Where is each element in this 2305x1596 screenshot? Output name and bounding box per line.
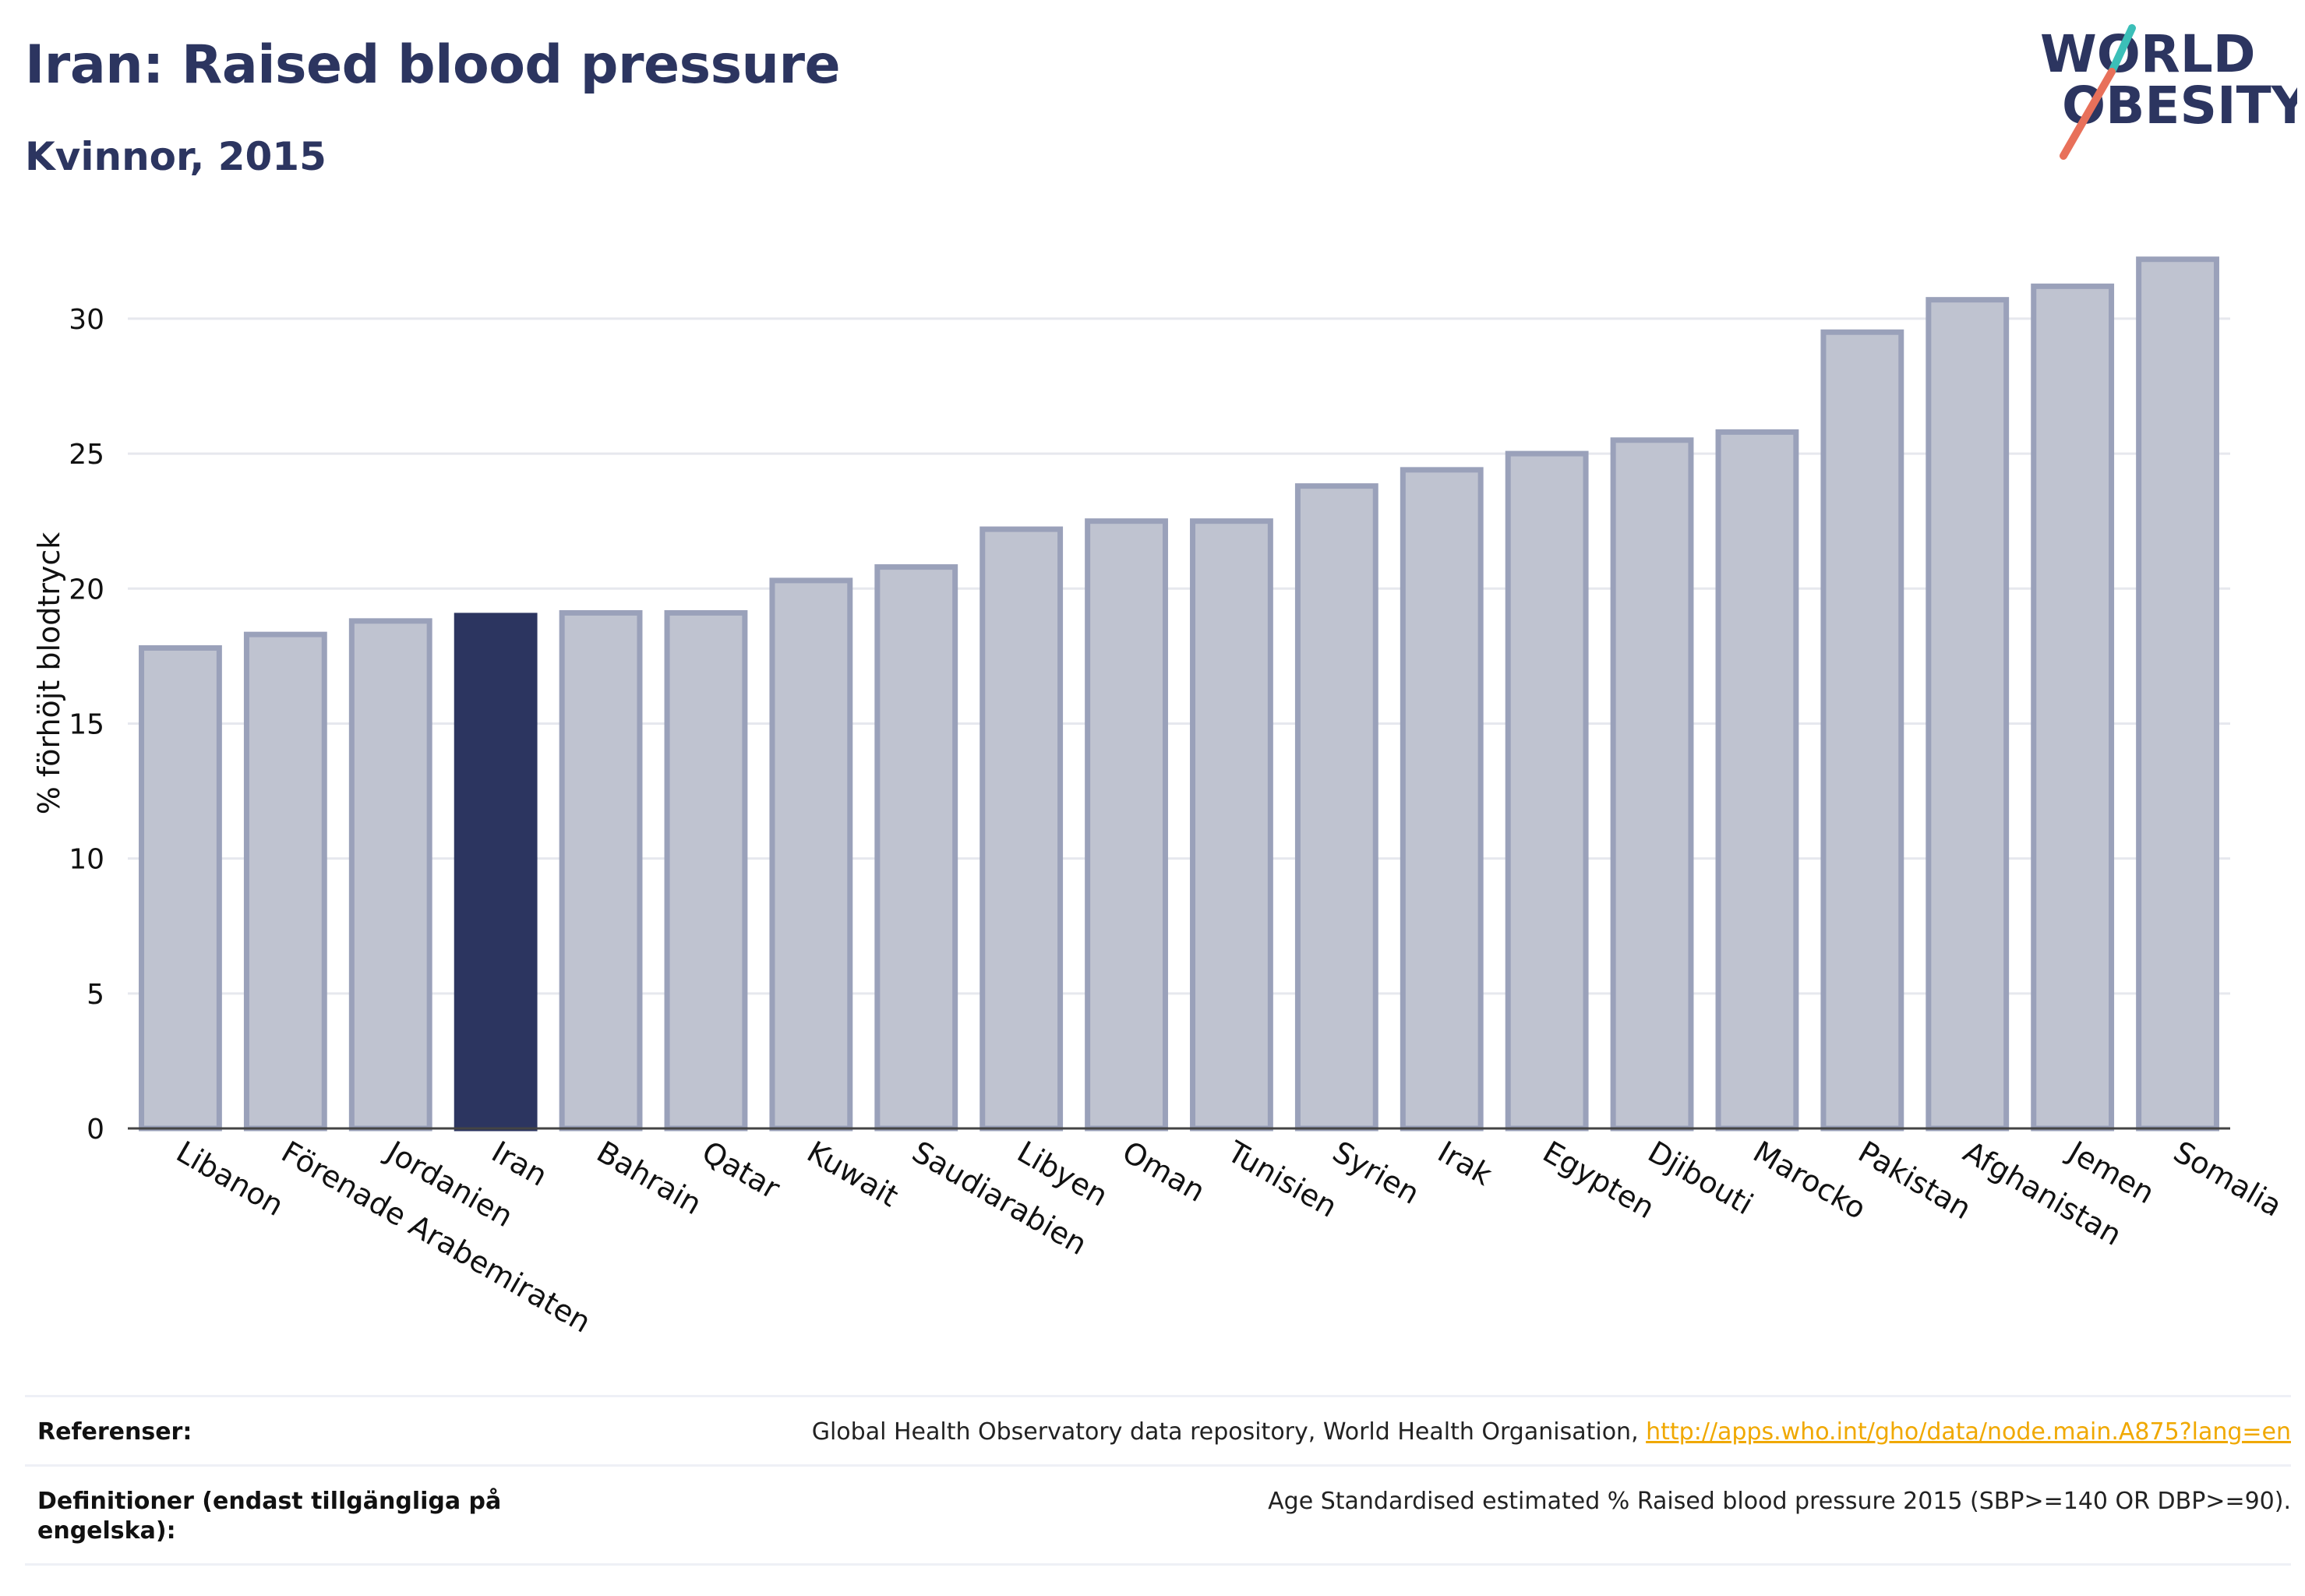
bar — [2031, 283, 2115, 1132]
logo-slash-coral — [2060, 68, 2116, 160]
y-tick-label: 15 — [69, 708, 104, 740]
x-tick-label: Somalia — [2168, 1135, 2288, 1223]
references-row: Referenser: Global Health Observatory da… — [25, 1395, 2291, 1464]
bar-highlighted — [454, 613, 538, 1132]
x-tick-label: Kuwait — [801, 1135, 904, 1214]
bar — [1610, 437, 1694, 1132]
bar — [139, 644, 222, 1132]
x-tick-label: Djibouti — [1643, 1135, 1760, 1222]
definitions-label: Definitioner (endast tillgängliga på eng… — [37, 1488, 502, 1545]
bar — [1505, 450, 1589, 1132]
x-tick-label: Iran — [486, 1135, 553, 1193]
bar — [1400, 467, 1484, 1132]
x-tick-label: Irak — [1432, 1135, 1498, 1192]
definitions-value: Age Standardised estimated % Raised bloo… — [1268, 1488, 2291, 1515]
y-tick-label: 25 — [69, 439, 104, 471]
bar — [980, 526, 1064, 1132]
x-tick-label: Egypten — [1537, 1135, 1661, 1226]
y-tick-label: 10 — [69, 844, 104, 876]
references-label: Referenser: — [37, 1418, 192, 1446]
bar — [348, 618, 432, 1132]
bar — [1190, 518, 1273, 1132]
bar — [1715, 429, 1799, 1132]
x-tick-label: Libanon — [171, 1135, 289, 1223]
chart-title: Iran: Raised blood pressure — [25, 34, 841, 96]
x-tick-label: Qatar — [696, 1135, 785, 1206]
x-tick-label: Bahrain — [591, 1135, 708, 1222]
y-tick-label: 30 — [69, 304, 104, 336]
bar — [1294, 483, 1378, 1132]
y-axis-label: % förhöjt blodtryck — [32, 532, 66, 815]
x-tick-label: Pakistan — [1852, 1135, 1977, 1227]
y-tick-label: 20 — [69, 574, 104, 606]
x-tick-label: Syrien — [1327, 1135, 1425, 1211]
x-tick-label: Marocko — [1747, 1135, 1872, 1227]
gridlines — [128, 317, 2230, 995]
bar — [874, 564, 958, 1132]
bars — [139, 256, 2219, 1132]
bar — [2136, 256, 2219, 1132]
bar — [1085, 518, 1168, 1132]
world-obesity-logo: WORLD OBESITY — [2040, 24, 2297, 160]
bar — [664, 609, 748, 1132]
y-tick-label: 5 — [86, 979, 104, 1011]
bar — [559, 609, 643, 1132]
bar — [1820, 329, 1904, 1132]
logo-slash-teal — [2108, 24, 2136, 76]
logo-word-world: WORLD — [2040, 24, 2256, 84]
references-link[interactable]: http://apps.who.int/gho/data/node.main.A… — [1646, 1418, 2291, 1446]
references-text: Global Health Observatory data repositor… — [811, 1418, 1647, 1446]
y-tick-label: 0 — [86, 1114, 104, 1146]
x-tick-label: Saudiarabien — [906, 1135, 1092, 1262]
chart-subtitle: Kvinnor, 2015 — [25, 134, 327, 179]
references-value: Global Health Observatory data repositor… — [812, 1418, 2291, 1447]
x-tick-label: Oman — [1117, 1135, 1211, 1209]
x-tick-label: Tunisien — [1221, 1134, 1343, 1224]
bar — [243, 631, 327, 1132]
bar — [1926, 297, 2010, 1132]
definitions-row: Definitioner (endast tillgängliga på eng… — [25, 1464, 2291, 1566]
chart-footer: Referenser: Global Health Observatory da… — [25, 1395, 2291, 1566]
bar — [769, 577, 853, 1132]
y-axis-ticks: 0 5 10 15 20 25 30 — [69, 304, 104, 1146]
